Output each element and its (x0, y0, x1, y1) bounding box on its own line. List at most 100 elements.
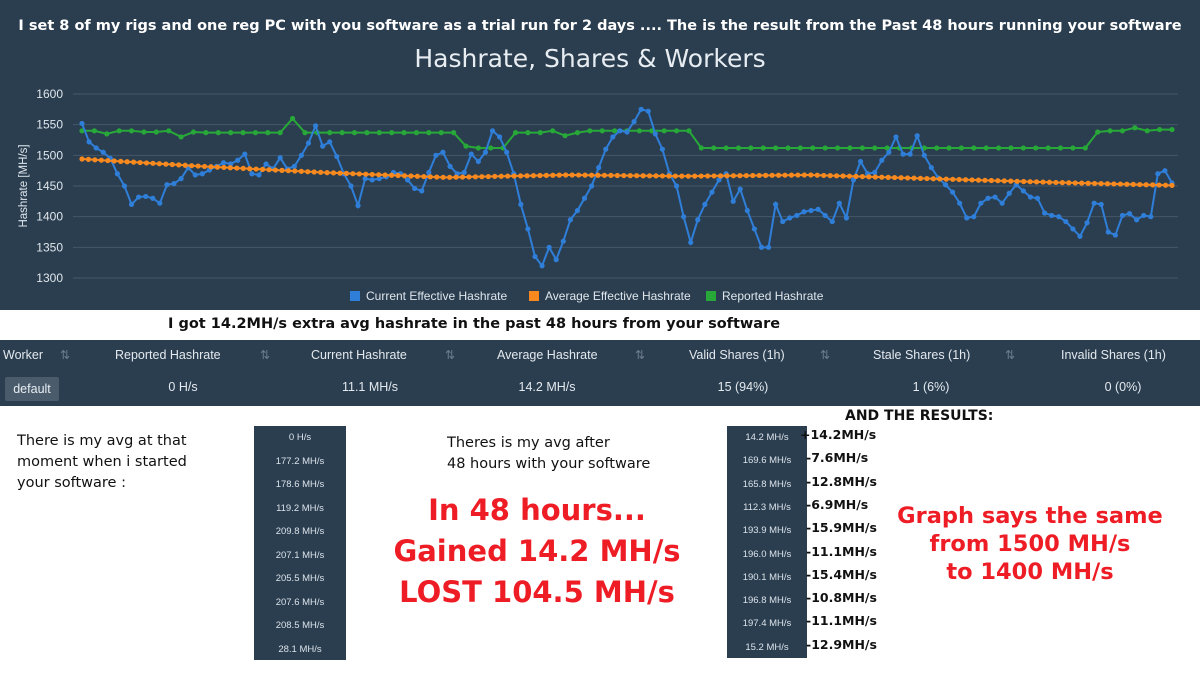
sort-icon[interactable]: ⇅ (1005, 348, 1016, 362)
series-point (546, 244, 552, 250)
header-invalid-shares[interactable]: Invalid Shares (1h) (1061, 348, 1166, 362)
series-point (1095, 129, 1101, 135)
series-point (463, 143, 469, 149)
series-point (221, 164, 227, 171)
series-point (91, 128, 97, 134)
series-point (327, 139, 333, 145)
series-point (1072, 180, 1078, 186)
series-point (79, 156, 85, 162)
series-point (956, 176, 962, 183)
header-reported-hashrate[interactable]: Reported Hashrate (115, 348, 221, 362)
series-point (673, 128, 680, 134)
header-worker[interactable]: Worker (3, 348, 44, 362)
sort-icon[interactable]: ⇅ (260, 348, 271, 362)
series-point (1041, 210, 1048, 216)
series-point (150, 195, 156, 201)
value-cell: 169.6 MH/s (742, 455, 792, 467)
series-point (351, 130, 358, 136)
series-point (496, 134, 503, 140)
header-valid-shares[interactable]: Valid Shares (1h) (689, 348, 785, 362)
value-cell: 15.2 MH/s (745, 641, 789, 653)
cell-stale-shares: 1 (6%) (912, 380, 950, 394)
series-point (105, 157, 111, 164)
value-cell: 205.5 MH/s (275, 573, 325, 584)
series-point (1130, 181, 1136, 188)
value-cell: 0 H/s (288, 432, 312, 443)
series-point (971, 145, 977, 151)
series-point (794, 212, 800, 219)
sort-icon[interactable]: ⇅ (820, 348, 831, 362)
series-point (337, 170, 343, 176)
series-point (220, 160, 227, 166)
series-point (421, 173, 427, 180)
series-point (320, 143, 326, 149)
series-point (879, 157, 885, 163)
series-point (911, 175, 917, 181)
series-point (907, 151, 913, 157)
series-point (468, 151, 474, 157)
series-point (550, 128, 556, 134)
series-point (376, 176, 382, 182)
series-point (735, 145, 742, 151)
value-cell: 190.1 MH/s (742, 571, 792, 583)
series-point (1157, 126, 1163, 133)
sort-icon[interactable]: ⇅ (635, 348, 646, 362)
series-point (227, 165, 233, 171)
series-point (666, 173, 672, 179)
value-cell: 112.3 MH/s (743, 501, 791, 513)
series-point (859, 173, 866, 180)
legend-label[interactable]: Average Effective Hashrate (545, 289, 691, 303)
value-cell: 193.9 MH/s (742, 525, 792, 537)
series-point (748, 145, 754, 151)
series-point (121, 183, 128, 189)
series-point (438, 130, 444, 136)
series-point (821, 172, 827, 179)
series-point (775, 172, 782, 178)
series-point (404, 177, 411, 183)
series-point (1119, 212, 1126, 219)
series-point (330, 170, 337, 176)
series-point (228, 130, 234, 136)
summary-right: Graph says the same from 1500 MH/s to 14… (897, 503, 1163, 585)
series-point (596, 165, 602, 171)
value-cell: 209.8 MH/s (275, 526, 325, 537)
series-point (1098, 180, 1104, 187)
series-point (659, 146, 665, 152)
series-point (717, 173, 724, 179)
series-point (758, 244, 765, 250)
series-point (631, 119, 637, 125)
series-point (834, 173, 840, 179)
header-average-hashrate[interactable]: Average Hashrate (497, 348, 598, 362)
series-point (822, 212, 828, 219)
legend-label[interactable]: Current Effective Hashrate (366, 289, 508, 303)
header-stale-shares[interactable]: Stale Shares (1h) (873, 348, 971, 362)
worker-table: Worker ⇅ Reported Hashrate ⇅ Current Has… (0, 340, 1200, 406)
series-point (289, 115, 296, 122)
series-point (638, 106, 644, 112)
series-point (302, 130, 308, 136)
series-point (1070, 226, 1076, 232)
series-point (581, 195, 588, 201)
series-point (163, 161, 169, 167)
series-point (576, 172, 582, 178)
series-point (978, 200, 984, 206)
banner-caption: I set 8 of my rigs and one reg PC with y… (18, 18, 1182, 34)
legend-label[interactable]: Reported Hashrate (722, 289, 824, 303)
series-point (265, 130, 271, 136)
series-point (249, 171, 255, 177)
series-point (595, 172, 601, 178)
y-tick-label: 1300 (36, 271, 63, 285)
series-point (178, 176, 184, 182)
series-point (1150, 182, 1156, 188)
sort-icon[interactable]: ⇅ (60, 348, 71, 362)
header-current-hashrate[interactable]: Current Hashrate (311, 348, 407, 362)
series-point (879, 174, 885, 180)
worker-name-badge[interactable]: default (5, 377, 59, 401)
series-point (259, 166, 266, 172)
series-point (334, 153, 340, 160)
series-point (118, 158, 124, 164)
sort-icon[interactable]: ⇅ (445, 348, 456, 362)
series-point (815, 206, 821, 212)
series-point (904, 175, 911, 181)
series-point (574, 130, 581, 136)
